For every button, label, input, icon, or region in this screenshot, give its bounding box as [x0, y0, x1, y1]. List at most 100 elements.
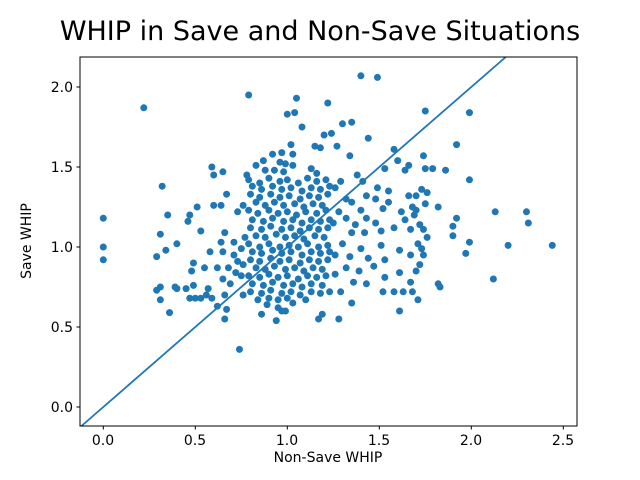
data-point — [267, 190, 275, 198]
data-point — [232, 269, 240, 277]
data-point — [326, 248, 334, 256]
data-point — [414, 240, 422, 248]
data-point — [338, 240, 346, 248]
data-point — [283, 176, 291, 184]
data-point — [239, 201, 247, 209]
data-point — [265, 174, 273, 182]
data-point — [414, 296, 422, 304]
data-point — [423, 233, 431, 241]
data-point — [208, 163, 216, 171]
y-tick-label-3: 1.5 — [50, 160, 73, 176]
data-point — [156, 296, 164, 304]
data-point — [258, 225, 266, 233]
data-point — [237, 272, 245, 280]
data-point — [397, 208, 405, 216]
data-point — [408, 203, 416, 211]
data-point — [316, 185, 324, 193]
data-point — [289, 299, 297, 307]
data-point — [304, 240, 312, 248]
data-point — [348, 229, 356, 237]
data-point — [298, 123, 306, 131]
data-point — [261, 201, 269, 209]
data-point — [281, 307, 289, 315]
y-tick-label-1: 0.5 — [50, 320, 73, 336]
data-point — [453, 141, 461, 149]
data-point — [298, 187, 306, 195]
data-point — [370, 262, 378, 270]
data-point — [407, 278, 415, 286]
data-point — [258, 310, 266, 318]
data-point — [269, 182, 277, 190]
data-point — [309, 200, 317, 208]
data-point — [259, 217, 267, 225]
data-point — [318, 281, 326, 289]
data-point — [324, 241, 332, 249]
data-point — [265, 206, 273, 214]
data-point — [381, 256, 389, 264]
data-point — [390, 145, 398, 153]
data-point — [302, 208, 310, 216]
data-point — [489, 275, 497, 283]
data-point — [327, 129, 335, 137]
data-point — [372, 195, 380, 203]
data-point — [462, 249, 470, 257]
data-point — [287, 141, 295, 149]
data-point — [217, 201, 225, 209]
data-point — [289, 161, 297, 169]
data-point — [217, 238, 225, 246]
data-point — [548, 241, 556, 249]
data-point — [373, 73, 381, 81]
data-point — [309, 264, 317, 272]
data-point — [281, 265, 289, 273]
plot-border — [79, 56, 578, 427]
data-point — [259, 157, 267, 165]
data-point — [335, 208, 343, 216]
data-point — [346, 253, 354, 261]
data-point — [254, 209, 262, 217]
data-point — [348, 299, 356, 307]
data-point — [274, 273, 282, 281]
data-point — [164, 211, 172, 219]
data-point — [305, 192, 313, 200]
data-point — [320, 131, 328, 139]
data-point — [322, 272, 330, 280]
data-point — [313, 209, 321, 217]
data-point — [396, 307, 404, 315]
data-point — [270, 166, 278, 174]
data-point — [410, 211, 418, 219]
data-point — [245, 240, 253, 248]
data-point — [504, 241, 512, 249]
data-point — [226, 280, 234, 288]
data-point — [294, 243, 302, 251]
x-tick-label-2: 1.0 — [275, 433, 299, 449]
x-tick-label-1: 0.5 — [183, 433, 207, 449]
data-point — [401, 216, 409, 224]
data-point — [265, 294, 273, 302]
data-point — [189, 281, 197, 289]
data-point — [357, 245, 365, 253]
data-point — [342, 264, 350, 272]
data-point — [99, 214, 107, 222]
data-point — [276, 257, 284, 265]
data-point — [324, 256, 332, 264]
data-point — [280, 281, 288, 289]
data-point — [298, 251, 306, 259]
data-point — [158, 182, 166, 190]
data-point — [384, 187, 392, 195]
data-point — [291, 232, 299, 240]
data-point — [337, 288, 345, 296]
data-point — [294, 179, 302, 187]
data-point — [258, 289, 266, 297]
data-point — [355, 267, 363, 275]
data-point — [362, 192, 370, 200]
data-point — [274, 296, 282, 304]
data-point — [258, 249, 266, 257]
data-point — [272, 317, 280, 325]
data-point — [418, 245, 426, 253]
data-point — [204, 285, 212, 293]
data-point — [296, 291, 304, 299]
data-point — [364, 134, 372, 142]
data-point — [267, 254, 275, 262]
data-point — [278, 149, 286, 157]
data-point — [246, 190, 254, 198]
